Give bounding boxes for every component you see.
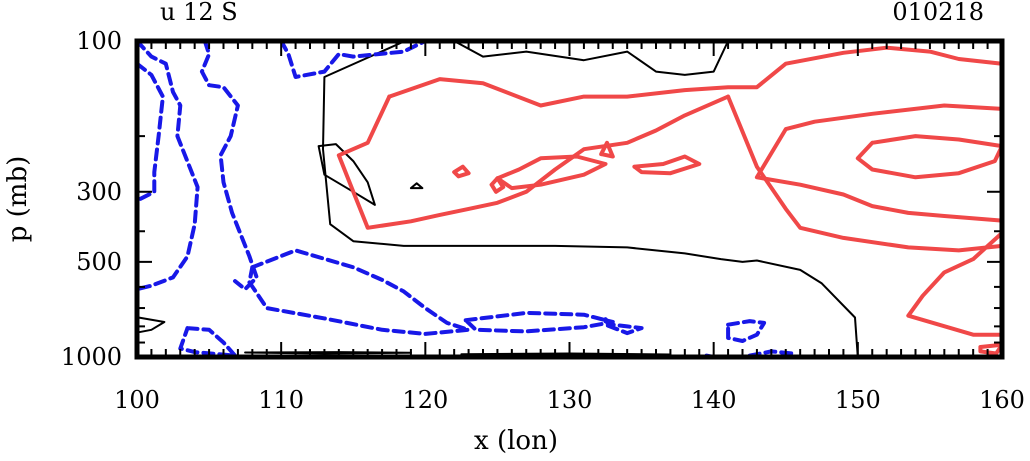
contour-negative-27 [726, 319, 767, 343]
x-tick-label: 100 [114, 386, 160, 414]
y-tick-label: 1000 [61, 343, 122, 371]
contour-positive-14 [632, 154, 702, 176]
contour-negative-23 [178, 326, 237, 358]
contour-positive-18 [978, 342, 1004, 356]
contour-negative-26 [603, 317, 644, 336]
x-tick-label: 120 [402, 386, 448, 414]
contour-positive-13 [495, 154, 608, 191]
x-axis-label: x (lon) [474, 426, 558, 456]
contour-positive-15 [452, 164, 471, 179]
contour-negative-25 [463, 310, 615, 334]
x-tick-label: 150 [835, 386, 881, 414]
contour-negative-22 [279, 39, 428, 79]
chart-title-left: u 12 S [160, 0, 238, 26]
contour-zero-4 [244, 351, 412, 355]
y-axis-label: p (mb) [3, 156, 33, 243]
contour-positive-7 [387, 45, 1004, 108]
x-tick-label: 140 [691, 386, 737, 414]
contour-lines [135, 39, 1004, 359]
x-tick-label: 160 [979, 386, 1025, 414]
contour-zero-6 [137, 316, 166, 334]
contour-zero-1 [453, 40, 730, 76]
contour-positive-10 [726, 94, 1004, 253]
y-tick-label: 100 [76, 27, 122, 55]
contour-positive-17 [599, 140, 615, 159]
chart-title-right: 010218 [892, 0, 984, 26]
contour-positive-16 [489, 176, 506, 194]
y-tick-label: 300 [76, 178, 122, 206]
x-tick-labels: 100 110 120 130 140 150 160 [114, 386, 1025, 414]
contour-zero-3 [409, 182, 424, 190]
contour-negative-24 [247, 248, 471, 336]
contour-negative-20 [135, 61, 165, 203]
y-tick-labels: 100 300 500 1000 [61, 27, 122, 371]
x-tick-label: 110 [258, 386, 304, 414]
contour-positive-12 [855, 134, 1004, 180]
contour-positive-8 [754, 103, 1004, 223]
contour-negative-19 [135, 39, 200, 292]
contour-zero-0 [322, 40, 859, 358]
contour-positive-11 [906, 231, 1004, 337]
plot-frame [134, 38, 1005, 360]
y-tick-label: 500 [76, 248, 122, 276]
contour-positive-9 [336, 94, 731, 230]
contour-zero-2 [317, 143, 376, 206]
x-tick-label: 130 [547, 386, 593, 414]
contour-negative-21 [199, 39, 259, 292]
